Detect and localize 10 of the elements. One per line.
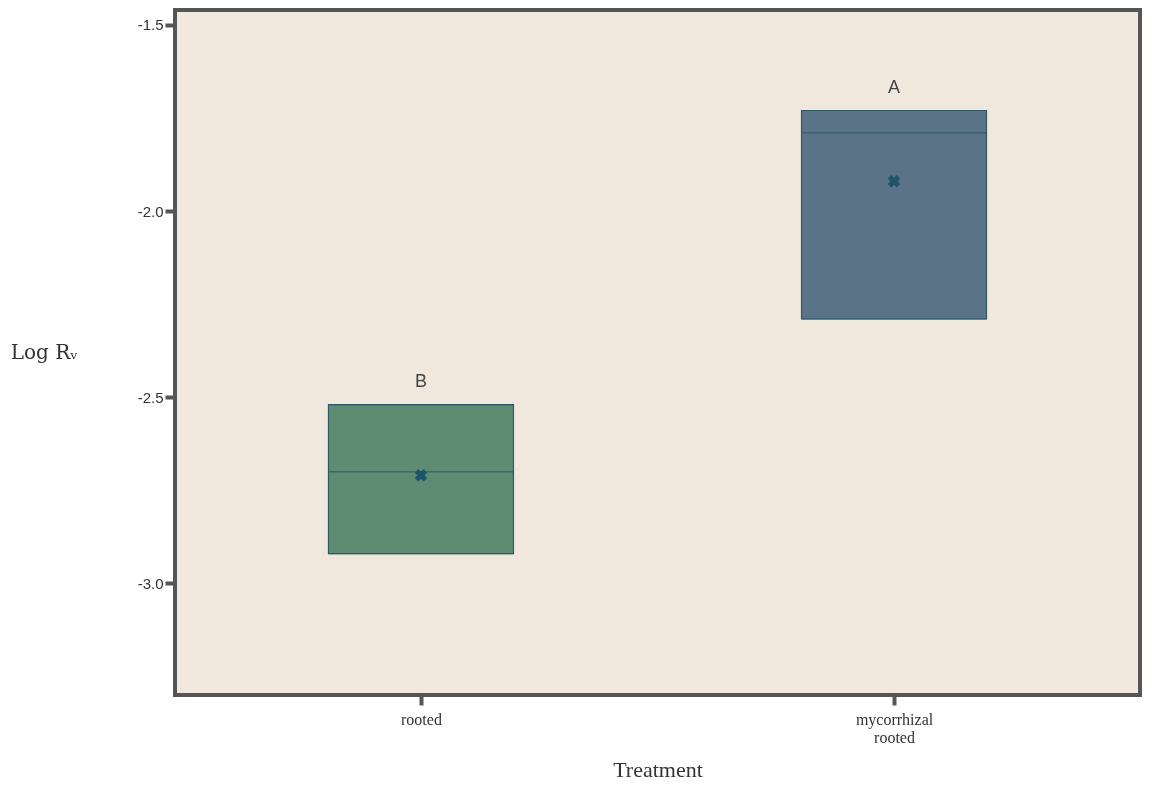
x-axis-title: Treatment xyxy=(613,756,703,782)
annotation: A xyxy=(888,76,901,97)
y-tick-label: -2.0 xyxy=(137,202,164,220)
y-axis-title: Log Rᵥ xyxy=(10,340,79,364)
x-tick-label: rooted xyxy=(401,710,442,728)
annotation: B xyxy=(414,370,427,391)
y-tick-label: -1.5 xyxy=(137,16,164,34)
x-tick-label: mycorrhizal rooted xyxy=(855,710,934,746)
y-tick-label: -2.5 xyxy=(137,388,164,406)
y-tick-label: -3.0 xyxy=(137,574,164,592)
